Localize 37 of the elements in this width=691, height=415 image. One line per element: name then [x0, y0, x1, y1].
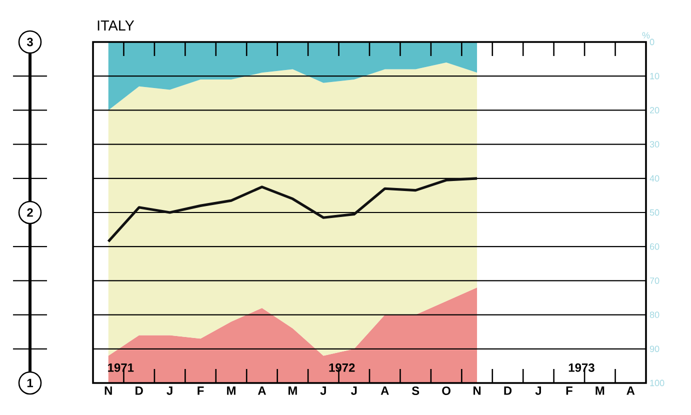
y2-tick-label: 80 — [650, 312, 660, 318]
x-tick-label: M — [596, 386, 604, 395]
x-tick-label: D — [136, 386, 143, 395]
x-tick-label: N — [473, 386, 481, 395]
y2-tick-label: 20 — [650, 107, 660, 114]
y2-axis-title: % — [642, 32, 650, 38]
x-tick-label: S — [412, 386, 420, 396]
annotation: 1973 — [568, 363, 594, 372]
y2-tick-label: 0 — [650, 38, 654, 46]
x-tick-label: A — [258, 386, 266, 395]
annotation: 1972 — [329, 363, 355, 372]
y2-tick-label: 70 — [650, 278, 660, 284]
y-tick-label: 2 — [27, 208, 33, 217]
x-tick-label: F — [566, 386, 572, 395]
y-tick-label: 3 — [26, 38, 33, 46]
x-tick-label: N — [104, 386, 112, 395]
x-tick-label: M — [288, 386, 297, 395]
y2-tick-label: 100 — [650, 380, 664, 386]
x-tick-label: J — [320, 386, 326, 395]
y2-tick-label: 50 — [650, 209, 660, 216]
y2-tick-label: 90 — [650, 346, 660, 352]
y-tick-label: 1 — [27, 378, 34, 388]
y2-tick-label: 40 — [650, 175, 660, 182]
x-tick-label: J — [350, 386, 357, 395]
x-tick-label: J — [535, 386, 541, 395]
x-tick-label: M — [227, 386, 236, 395]
x-tick-label: D — [504, 386, 512, 395]
x-tick-label: J — [166, 386, 172, 395]
x-tick-label: F — [198, 386, 204, 395]
y2-tick-label: 30 — [650, 141, 660, 148]
chart-title: ITALY — [98, 20, 134, 30]
x-tick-label: O — [442, 386, 450, 396]
y2-tick-label: 10 — [650, 72, 660, 80]
y2-tick-label: 60 — [650, 243, 660, 250]
annotation: 1971 — [108, 363, 134, 372]
x-tick-label: A — [626, 386, 635, 395]
x-tick-label: A — [380, 386, 389, 395]
